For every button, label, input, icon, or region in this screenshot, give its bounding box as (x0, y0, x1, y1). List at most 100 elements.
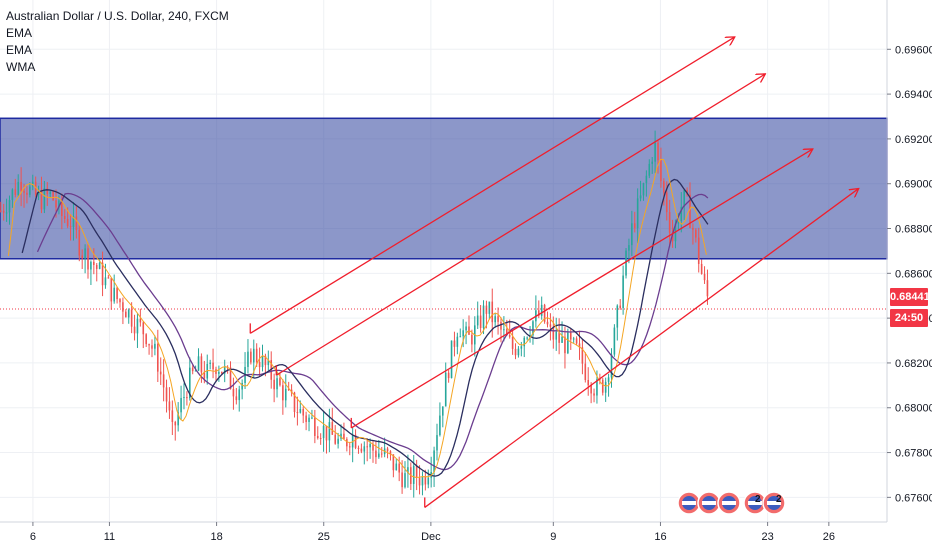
event-flag-icon[interactable] (717, 491, 741, 515)
candle-body (340, 433, 342, 439)
candle-body (424, 476, 427, 485)
candle-body (380, 453, 383, 455)
candle-body (462, 330, 464, 337)
time-axis-label: 25 (318, 531, 330, 543)
candle-body (415, 465, 418, 478)
candle-body (343, 433, 345, 440)
candle-body (497, 316, 499, 322)
candle-body (436, 435, 438, 451)
candle-body (581, 347, 584, 364)
candle-body (508, 335, 511, 337)
candle-body (127, 309, 130, 318)
candle-body (206, 363, 209, 379)
candle-body (122, 302, 124, 312)
candle-body (154, 343, 156, 349)
candle-body (133, 326, 136, 334)
price-axis-label: 0.69400 (895, 89, 932, 101)
trend-channel-line[interactable] (350, 149, 812, 429)
legend-ema-1[interactable]: EMA (6, 26, 33, 40)
candle-body (695, 229, 697, 238)
candle-body (314, 417, 316, 436)
candle-body (151, 345, 153, 349)
candle-body (706, 280, 709, 297)
candle-body (162, 374, 165, 388)
candle-body (95, 264, 98, 269)
candle-body (113, 287, 115, 302)
candle-body (235, 396, 238, 401)
candle-body (572, 338, 575, 340)
candle-body (389, 451, 392, 455)
candle-body (325, 425, 328, 441)
candle-body (14, 189, 17, 195)
candle-body (58, 200, 60, 208)
candle-body (622, 275, 624, 308)
trend-channel-line[interactable] (275, 74, 764, 376)
trend-channel-line[interactable] (424, 189, 858, 508)
candle-body (427, 477, 430, 485)
candle-body (456, 336, 459, 347)
candle-body (78, 229, 81, 256)
price-axis-label: 0.69200 (895, 134, 932, 146)
candle-body (238, 389, 241, 401)
price-axis-label: 0.69000 (895, 179, 932, 191)
candle-body (299, 408, 302, 413)
candle-body (511, 336, 514, 349)
legend-title[interactable]: Australian Dollar / U.S. Dollar, 240, FX… (6, 9, 229, 23)
candle-body (613, 327, 616, 355)
candle-body (639, 195, 642, 199)
candle-body (180, 397, 182, 413)
candle-body (703, 273, 706, 281)
candle-body (337, 438, 339, 444)
legend-ema-2[interactable]: EMA (6, 43, 33, 57)
candle-body (660, 160, 662, 182)
price-axis-label: 0.69600 (895, 44, 932, 56)
candle-body (267, 360, 270, 366)
candle-body (87, 248, 89, 270)
candle-body (171, 410, 174, 423)
candle-body (157, 343, 159, 372)
candle-body (116, 287, 118, 300)
candle-body (40, 191, 43, 210)
event-flag-icon[interactable] (677, 491, 701, 515)
legend-wma[interactable]: WMA (6, 60, 36, 74)
candle-body (218, 371, 220, 374)
candle-body (590, 385, 592, 394)
candle-body (491, 301, 494, 323)
candle-body (366, 446, 368, 448)
event-flag-icon[interactable] (762, 491, 786, 515)
candle-body (500, 321, 502, 330)
candle-body (505, 329, 508, 336)
candle-body (69, 226, 72, 228)
candle-body (34, 181, 37, 195)
candle-body (642, 183, 645, 196)
candle-body (520, 346, 523, 349)
candle-body (0, 210, 2, 212)
candle-body (55, 200, 57, 208)
candle-body (125, 311, 127, 318)
candle-body (186, 397, 188, 399)
candle-body (348, 446, 351, 448)
candle-body (90, 261, 92, 270)
candle-body (282, 385, 284, 401)
candle-body (418, 477, 421, 486)
candle-body (63, 216, 66, 219)
candle-body (229, 367, 232, 390)
candle-body (119, 299, 121, 303)
candle-body (668, 212, 671, 233)
trend-channel-line[interactable] (249, 37, 734, 334)
candle-body (532, 321, 534, 336)
time-axis-label: Dec (421, 531, 441, 543)
time-axis-label: 11 (104, 531, 115, 543)
candle-body (142, 322, 145, 335)
price-axis-label: 0.68000 (895, 403, 932, 415)
candle-body (575, 338, 578, 344)
candle-body (514, 348, 517, 356)
candle-body (101, 262, 104, 286)
candle-body (311, 417, 313, 419)
candle-body (148, 344, 150, 346)
candle-body (2, 210, 5, 213)
candle-body (293, 392, 296, 413)
time-axis-label: 26 (823, 531, 835, 543)
candle-body (194, 370, 197, 372)
